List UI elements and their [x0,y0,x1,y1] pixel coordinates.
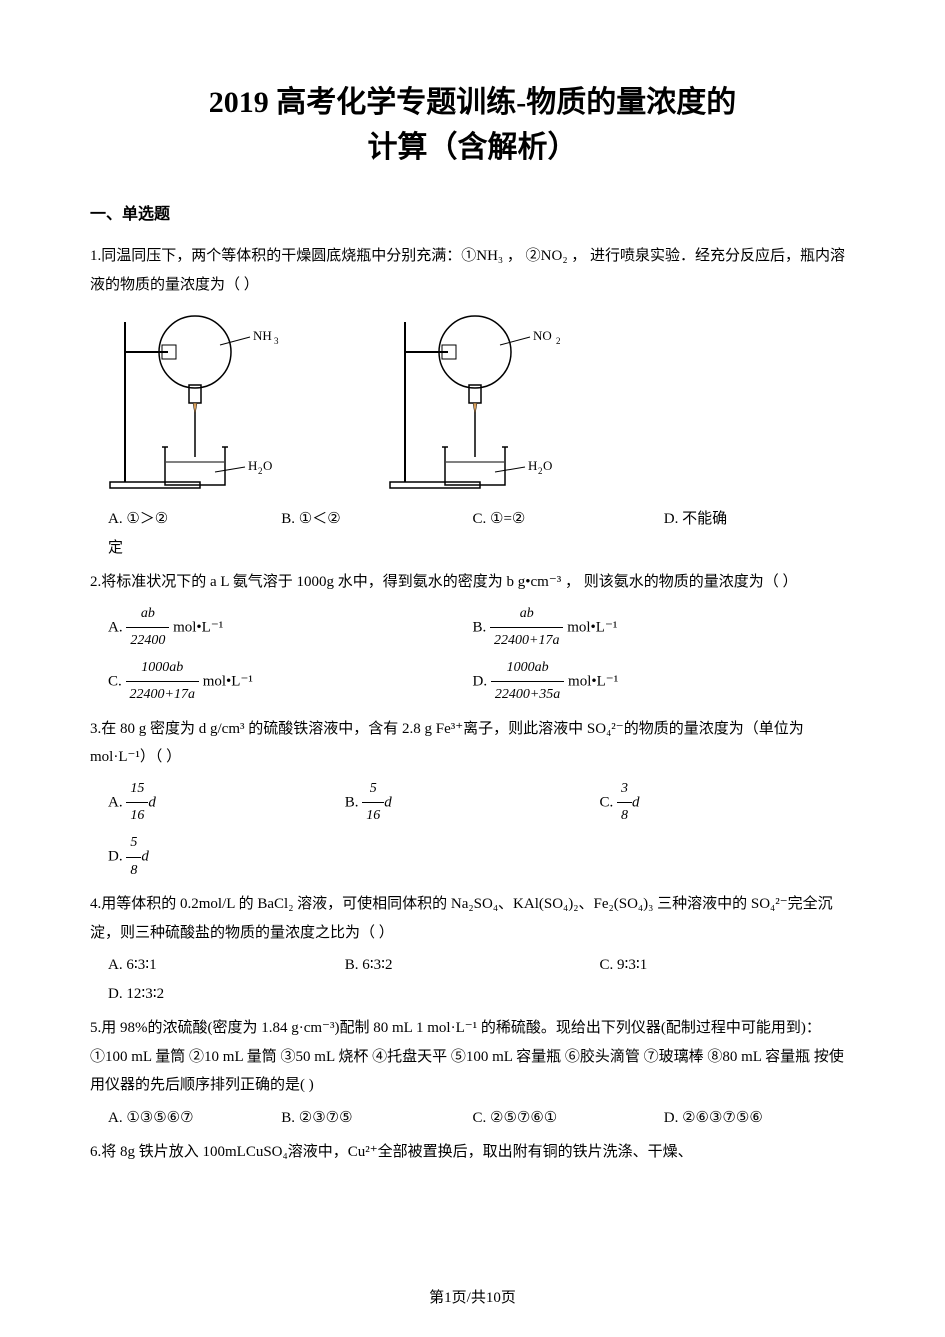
q1-option-c: C. ①=② [473,505,664,534]
q3-text: 3.在 80 g 密度为 d g/cm³ 的硫酸铁溶液中，含有 2.8 g Fe… [90,715,855,772]
q3-option-b: B. 516d [345,776,600,830]
question-2: 2.将标准状况下的 a L 氨气溶于 1000g 水中，得到氨水的密度为 b g… [90,568,855,709]
q1-diagram-no2: NO 2 H 2 O [380,307,620,497]
q1-option-d-cont: 定 [90,534,855,563]
q2-option-d: D. 1000ab22400+35a mol•L⁻¹ [473,655,856,709]
svg-text:H: H [528,458,537,473]
question-1: 1.同温同压下，两个等体积的干燥圆底烧瓶中分别充满：①NH₃ ， ②NO₂ ， … [90,242,855,562]
q1-diagram-nh3: NH 3 H 2 O [100,307,340,497]
q1-option-a: A. ①＞② [90,505,281,534]
q4-option-a: A. 6∶3∶1 [90,951,345,980]
question-5: 5.用 98%的浓硫酸(密度为 1.84 g·cm⁻³)配制 80 mL 1 m… [90,1014,855,1132]
q5-option-b: B. ②③⑦⑤ [281,1104,472,1133]
svg-text:NO: NO [533,328,552,343]
q1-option-d: D. 不能确 [664,505,855,534]
q4-option-b: B. 6∶3∶2 [345,951,600,980]
question-4: 4.用等体积的 0.2mol/L 的 BaCl₂ 溶液，可使相同体积的 Na₂S… [90,890,855,1008]
q2-option-b: B. ab22400+17a mol•L⁻¹ [473,601,856,655]
question-3: 3.在 80 g 密度为 d g/cm³ 的硫酸铁溶液中，含有 2.8 g Fe… [90,715,855,884]
svg-text:2: 2 [556,336,561,346]
svg-text:O: O [543,458,552,473]
q2-option-a: A. ab22400 mol•L⁻¹ [90,601,473,655]
q4-option-c: C. 9∶3∶1 [599,951,854,980]
svg-text:H: H [248,458,257,473]
q5-text: 5.用 98%的浓硫酸(密度为 1.84 g·cm⁻³)配制 80 mL 1 m… [90,1014,855,1100]
q5-option-a: A. ①③⑤⑥⑦ [90,1104,281,1133]
q5-option-d: D. ②⑥③⑦⑤⑥ [664,1104,855,1133]
q3-option-a: A. 1516d [90,776,345,830]
svg-text:3: 3 [274,336,279,346]
svg-text:NH: NH [253,328,272,343]
svg-text:2: 2 [258,466,263,476]
q1-option-b: B. ①＜② [281,505,472,534]
q4-option-d: D. 12∶3∶2 [90,980,855,1009]
q2-option-c: C. 1000ab22400+17a mol•L⁻¹ [90,655,473,709]
q6-text: 6.将 8g 铁片放入 100mLCuSO₄溶液中，Cu²⁺全部被置换后，取出附… [90,1138,855,1167]
svg-text:O: O [263,458,272,473]
q3-option-d: D. 58d [90,830,855,884]
q5-option-c: C. ②⑤⑦⑥① [473,1104,664,1133]
page-title-line2: 计算（含解析） [368,131,578,164]
question-6: 6.将 8g 铁片放入 100mLCuSO₄溶液中，Cu²⁺全部被置换后，取出附… [90,1138,855,1167]
q2-text: 2.将标准状况下的 a L 氨气溶于 1000g 水中，得到氨水的密度为 b g… [90,568,855,597]
page-footer: 第1页/共10页 [0,1286,945,1307]
q3-option-c: C. 38d [599,776,854,830]
q4-text: 4.用等体积的 0.2mol/L 的 BaCl₂ 溶液，可使相同体积的 Na₂S… [90,890,855,947]
section-header: 一、单选题 [90,200,855,224]
q1-text: 1.同温同压下，两个等体积的干燥圆底烧瓶中分别充满：①NH₃ ， ②NO₂ ， … [90,242,855,299]
svg-text:2: 2 [538,466,543,476]
page-title-line1: 2019 高考化学专题训练-物质的量浓度的 [209,86,737,119]
